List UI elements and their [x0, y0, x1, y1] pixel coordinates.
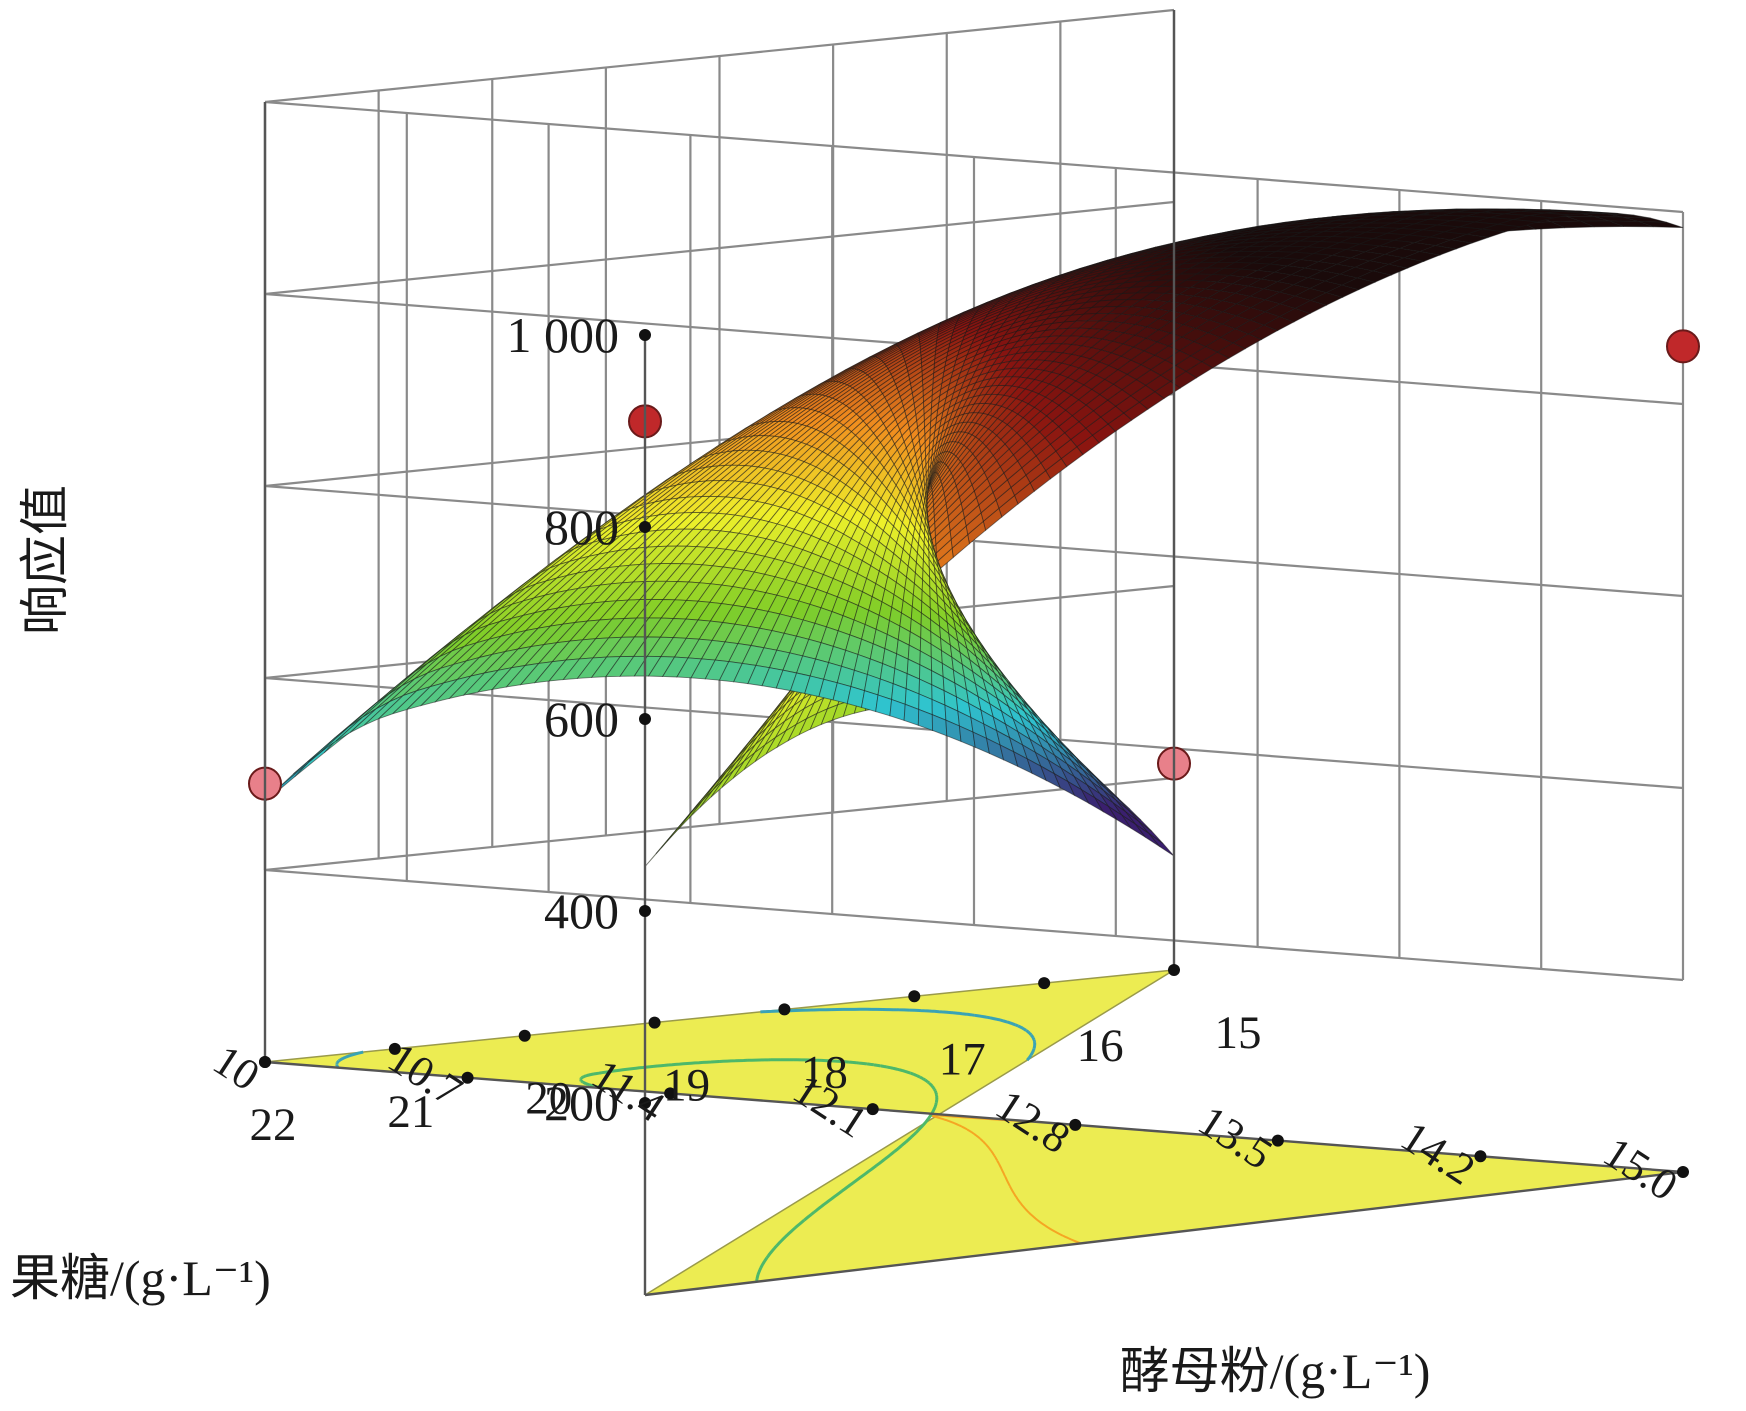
z-tick-label: 1 000 [507, 307, 620, 363]
z-tick-dot [639, 521, 651, 533]
surface-cell [860, 690, 879, 713]
x-tick-label: 18 [801, 1046, 848, 1098]
surface-cell [1149, 833, 1175, 857]
x-tick-dot [1168, 964, 1180, 976]
z-tick-dot [639, 329, 651, 341]
x-tick-label: 21 [387, 1086, 434, 1138]
x-axis-label: 酵母粉/(g·L⁻¹) [1120, 1343, 1431, 1399]
z-tick-label: 400 [544, 883, 619, 939]
z-tick-dot [639, 905, 651, 917]
x-tick-dot [908, 990, 921, 1003]
x-tick-dot [1038, 977, 1051, 990]
floor-contour-lines [335, 1007, 1082, 1283]
x-tick-dot [518, 1029, 531, 1042]
z-axis-label: 响应值 [17, 485, 73, 635]
surface-cell [335, 708, 377, 742]
design-point-marker [1666, 329, 1700, 364]
floor-contour-plane [264, 969, 1684, 1296]
contour-line [579, 1058, 939, 1283]
x-tick-label: 19 [663, 1060, 710, 1112]
z-tick-label: 800 [544, 499, 619, 555]
x-tick-dot [388, 1042, 401, 1055]
x-tick-dot [259, 1056, 271, 1068]
y-tick-label: 15.0 [1595, 1127, 1686, 1210]
x-tick-label: 22 [250, 1099, 297, 1151]
y-axis-label: 果糖/(g·L⁻¹) [10, 1250, 271, 1306]
response-surface-mesh [264, 208, 1684, 867]
x-tick-dot [778, 1003, 791, 1016]
x-tick-dot [648, 1016, 661, 1029]
x-tick-label: 20 [525, 1073, 572, 1125]
z-tick-label: 600 [544, 691, 619, 747]
x-tick-label: 17 [939, 1033, 986, 1085]
x-tick-label: 15 [1215, 1007, 1262, 1059]
x-tick-label: 16 [1077, 1020, 1124, 1072]
y-tick-label: 10 [205, 1035, 269, 1100]
z-tick-dot [639, 713, 651, 725]
